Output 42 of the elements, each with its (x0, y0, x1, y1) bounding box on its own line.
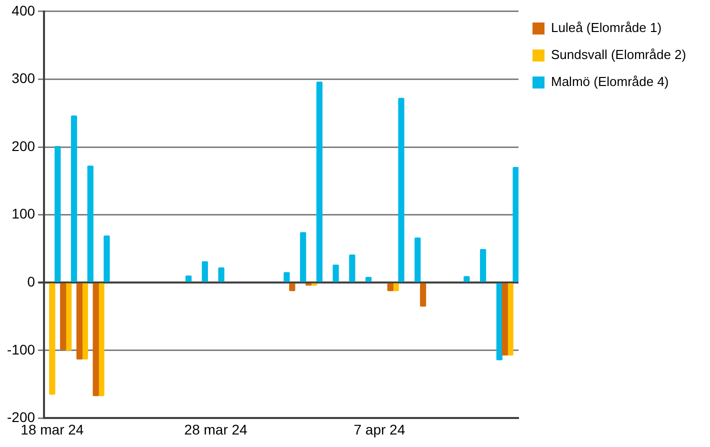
bar (98, 283, 104, 396)
legend-label: Sundsvall (Elområde 2) (551, 47, 686, 62)
bar (512, 167, 518, 282)
y-tick-label: 200 (12, 138, 36, 154)
bar (387, 283, 394, 292)
bar (218, 267, 224, 282)
bar (420, 283, 426, 307)
bar (365, 276, 372, 282)
legend-label: Malmö (Elområde 4) (551, 74, 669, 90)
y-tick-label: 0 (27, 273, 36, 290)
bar (289, 283, 296, 292)
bar (507, 283, 514, 356)
legend-label: Luleå (Elområde 1) (551, 20, 662, 36)
bar (300, 232, 306, 282)
bar (66, 283, 72, 351)
bar (464, 276, 470, 282)
y-tick-label: 300 (12, 70, 36, 86)
x-tick-label: 7 apr 24 (354, 421, 406, 438)
bar (92, 283, 99, 396)
bar (49, 283, 56, 395)
bar (332, 264, 339, 282)
bar (414, 238, 421, 282)
bar (284, 272, 290, 282)
bar (496, 283, 502, 360)
bar (185, 275, 192, 282)
bar (54, 146, 61, 282)
bar (60, 283, 66, 350)
bar (82, 283, 88, 360)
bar (349, 254, 356, 282)
bar (502, 283, 508, 356)
bar (70, 115, 78, 282)
bar (316, 82, 322, 282)
y-tick-label: 100 (12, 206, 36, 222)
y-tick-label: -100 (6, 341, 36, 358)
bar (104, 235, 110, 282)
bar (76, 283, 83, 360)
bar (398, 98, 404, 282)
bar (87, 166, 94, 282)
bar (202, 261, 208, 282)
y-tick-label: 400 (12, 2, 36, 18)
bar (480, 249, 486, 282)
x-tick-label: 28 mar 24 (184, 421, 248, 438)
